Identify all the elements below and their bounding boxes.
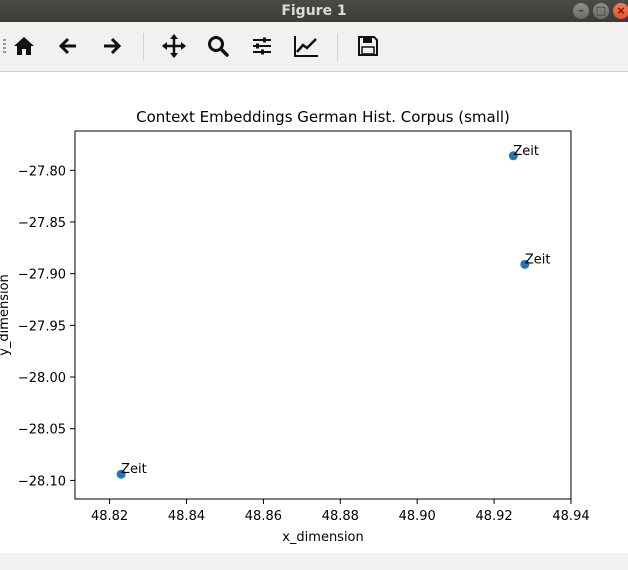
chart-title: Context Embeddings German Hist. Corpus (… xyxy=(136,108,510,126)
window-title: Figure 1 xyxy=(281,3,347,19)
floppy-disk-icon xyxy=(358,36,378,56)
minimize-icon: – xyxy=(578,4,584,17)
sliders-icon xyxy=(253,37,271,55)
y-tick-label: −27.80 xyxy=(18,164,66,179)
y-tick-label: −27.90 xyxy=(18,268,66,283)
arrow-right-icon xyxy=(104,37,122,55)
scatter-chart[interactable]: Context Embeddings German Hist. Corpus (… xyxy=(0,72,628,553)
x-axis-label: x_dimension xyxy=(282,530,364,545)
maximize-icon: □ xyxy=(595,4,607,17)
status-bar xyxy=(0,553,628,570)
minimize-button[interactable]: – xyxy=(573,3,589,19)
x-tick-label: 48.92 xyxy=(475,509,512,524)
home-button[interactable] xyxy=(6,28,42,64)
toolbar-separator xyxy=(337,33,338,61)
move-icon xyxy=(162,34,186,58)
y-tick-label: −28.00 xyxy=(18,371,66,386)
toolbar-grip[interactable] xyxy=(3,39,6,55)
window-titlebar: Figure 1 – □ × xyxy=(0,0,628,22)
edit-axes-button[interactable] xyxy=(288,28,324,64)
configure-subplots-button[interactable] xyxy=(244,28,280,64)
home-icon xyxy=(14,37,34,55)
pan-button[interactable] xyxy=(156,28,192,64)
y-tick-label: −27.95 xyxy=(18,319,66,334)
save-button[interactable] xyxy=(350,28,386,64)
point-label: Zeit xyxy=(525,252,551,267)
back-button[interactable] xyxy=(50,28,86,64)
x-tick-label: 48.94 xyxy=(552,509,589,524)
x-tick-label: 48.88 xyxy=(322,509,359,524)
close-icon: × xyxy=(616,4,626,17)
y-axis-label: y_dimension xyxy=(0,274,12,356)
x-axis: 48.82 48.84 48.86 48.88 48.90 48.92 48.94 xyxy=(91,499,590,524)
x-tick-label: 48.82 xyxy=(91,509,128,524)
data-point xyxy=(508,151,518,161)
figure-canvas[interactable]: Context Embeddings German Hist. Corpus (… xyxy=(0,72,628,553)
x-tick-label: 48.84 xyxy=(168,509,205,524)
y-tick-label: −28.05 xyxy=(18,423,66,438)
arrow-left-icon xyxy=(58,37,76,55)
chart-line-icon xyxy=(294,36,318,57)
point-label: Zeit xyxy=(121,462,147,477)
magnifier-icon xyxy=(208,36,229,57)
data-point xyxy=(116,469,126,479)
plot-frame xyxy=(74,130,572,500)
data-points: Zeit Zeit Zeit xyxy=(116,144,551,479)
toolbar-separator xyxy=(143,33,144,61)
maximize-button[interactable]: □ xyxy=(593,3,609,19)
close-button[interactable]: × xyxy=(613,3,628,19)
forward-button[interactable] xyxy=(94,28,130,64)
x-tick-label: 48.90 xyxy=(399,509,436,524)
x-tick-label: 48.86 xyxy=(245,509,282,524)
y-axis: −27.80 −27.85 −27.90 −27.95 −28.00 −28.05 −28.… xyxy=(18,164,75,489)
toolbar xyxy=(0,22,628,72)
zoom-button[interactable] xyxy=(200,28,236,64)
data-point xyxy=(520,259,530,269)
y-tick-label: −27.85 xyxy=(18,216,66,231)
y-tick-label: −28.10 xyxy=(18,474,66,489)
point-label: Zeit xyxy=(513,144,539,159)
